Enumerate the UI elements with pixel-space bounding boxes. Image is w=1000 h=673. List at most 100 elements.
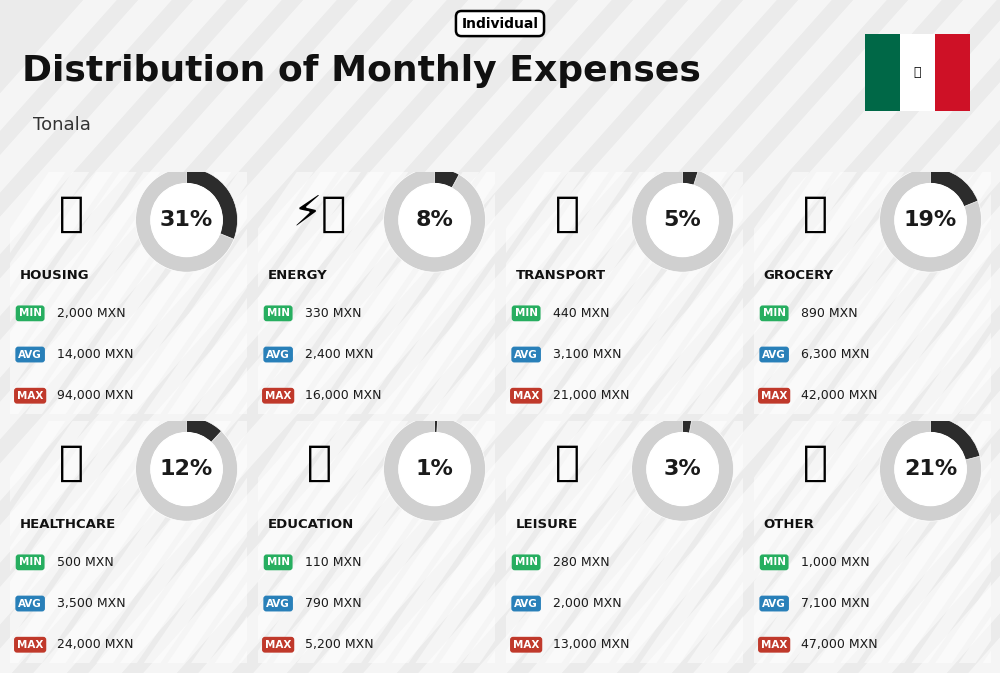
Text: 2,000 MXN: 2,000 MXN (553, 597, 622, 610)
Text: GROCERY: GROCERY (763, 269, 834, 282)
Text: 1%: 1% (416, 459, 454, 479)
Text: MIN: MIN (19, 308, 42, 318)
Circle shape (399, 433, 470, 505)
Text: 1,000 MXN: 1,000 MXN (801, 556, 870, 569)
Text: AVG: AVG (18, 349, 42, 359)
Wedge shape (880, 168, 982, 272)
Text: MIN: MIN (19, 557, 42, 567)
Text: MAX: MAX (513, 640, 539, 649)
Wedge shape (683, 417, 692, 433)
Text: HEALTHCARE: HEALTHCARE (19, 518, 116, 531)
Text: MIN: MIN (763, 557, 786, 567)
Wedge shape (683, 168, 698, 185)
Text: HOUSING: HOUSING (19, 269, 89, 282)
Text: 8%: 8% (416, 210, 454, 230)
Text: 110 MXN: 110 MXN (305, 556, 362, 569)
Text: LEISURE: LEISURE (515, 518, 578, 531)
Bar (935, 34, 970, 111)
Circle shape (647, 433, 718, 505)
Text: AVG: AVG (514, 349, 538, 359)
Text: 5%: 5% (664, 210, 701, 230)
Text: MAX: MAX (17, 391, 43, 400)
Wedge shape (931, 417, 980, 460)
Wedge shape (435, 168, 459, 188)
Text: 280 MXN: 280 MXN (553, 556, 610, 569)
Text: 24,000 MXN: 24,000 MXN (57, 638, 134, 651)
Wedge shape (187, 168, 238, 239)
Text: AVG: AVG (762, 349, 786, 359)
Text: 890 MXN: 890 MXN (801, 307, 858, 320)
Text: 42,000 MXN: 42,000 MXN (801, 389, 878, 402)
Text: AVG: AVG (18, 598, 42, 608)
Text: 🎓: 🎓 (307, 442, 332, 484)
Text: OTHER: OTHER (763, 518, 814, 531)
Circle shape (399, 184, 470, 256)
Text: MIN: MIN (267, 308, 290, 318)
Text: 🏢: 🏢 (59, 193, 84, 235)
Text: ENERGY: ENERGY (267, 269, 327, 282)
Text: TRANSPORT: TRANSPORT (515, 269, 606, 282)
Text: 🛍: 🛍 (555, 442, 580, 484)
Circle shape (647, 184, 718, 256)
Text: MAX: MAX (265, 640, 291, 649)
Text: 🚌: 🚌 (555, 193, 580, 235)
Text: Distribution of Monthly Expenses: Distribution of Monthly Expenses (22, 54, 701, 87)
Text: 7,100 MXN: 7,100 MXN (801, 597, 870, 610)
Text: 12%: 12% (160, 459, 213, 479)
Text: 🦅: 🦅 (914, 66, 921, 79)
Wedge shape (435, 417, 438, 433)
Text: MIN: MIN (267, 557, 290, 567)
Bar (900, 34, 935, 111)
Wedge shape (384, 168, 486, 272)
Text: 16,000 MXN: 16,000 MXN (305, 389, 382, 402)
Text: 🛒: 🛒 (803, 193, 828, 235)
Text: MAX: MAX (761, 391, 787, 400)
Text: 14,000 MXN: 14,000 MXN (57, 348, 134, 361)
Text: MAX: MAX (513, 391, 539, 400)
Wedge shape (136, 417, 238, 521)
Circle shape (895, 433, 966, 505)
Text: EDUCATION: EDUCATION (267, 518, 354, 531)
Wedge shape (931, 168, 978, 207)
Text: Tonala: Tonala (33, 116, 91, 133)
Text: 3,100 MXN: 3,100 MXN (553, 348, 622, 361)
Text: MIN: MIN (515, 308, 538, 318)
Text: MAX: MAX (17, 640, 43, 649)
Text: 6,300 MXN: 6,300 MXN (801, 348, 870, 361)
Wedge shape (136, 168, 238, 272)
Text: 3%: 3% (664, 459, 701, 479)
Text: AVG: AVG (266, 598, 290, 608)
Text: 440 MXN: 440 MXN (553, 307, 610, 320)
Text: MAX: MAX (265, 391, 291, 400)
Text: 💰: 💰 (803, 442, 828, 484)
Text: 21,000 MXN: 21,000 MXN (553, 389, 630, 402)
Text: AVG: AVG (266, 349, 290, 359)
Wedge shape (384, 417, 486, 521)
Wedge shape (632, 417, 734, 521)
Circle shape (895, 184, 966, 256)
Text: 2,400 MXN: 2,400 MXN (305, 348, 374, 361)
Text: MIN: MIN (763, 308, 786, 318)
Text: 5,200 MXN: 5,200 MXN (305, 638, 374, 651)
Circle shape (151, 184, 222, 256)
Text: Individual: Individual (462, 17, 538, 30)
Text: MIN: MIN (515, 557, 538, 567)
Text: MAX: MAX (761, 640, 787, 649)
Text: 31%: 31% (160, 210, 213, 230)
Wedge shape (187, 417, 221, 443)
Text: 94,000 MXN: 94,000 MXN (57, 389, 134, 402)
Wedge shape (880, 417, 982, 521)
Text: 19%: 19% (904, 210, 957, 230)
Text: ⚡🏠: ⚡🏠 (292, 193, 347, 235)
Text: 330 MXN: 330 MXN (305, 307, 362, 320)
Text: AVG: AVG (762, 598, 786, 608)
Text: AVG: AVG (514, 598, 538, 608)
Text: 2,000 MXN: 2,000 MXN (57, 307, 126, 320)
Text: 47,000 MXN: 47,000 MXN (801, 638, 878, 651)
Bar (865, 34, 900, 111)
Text: 13,000 MXN: 13,000 MXN (553, 638, 630, 651)
Text: 21%: 21% (904, 459, 957, 479)
Circle shape (151, 433, 222, 505)
Wedge shape (632, 168, 734, 272)
Text: 3,500 MXN: 3,500 MXN (57, 597, 126, 610)
